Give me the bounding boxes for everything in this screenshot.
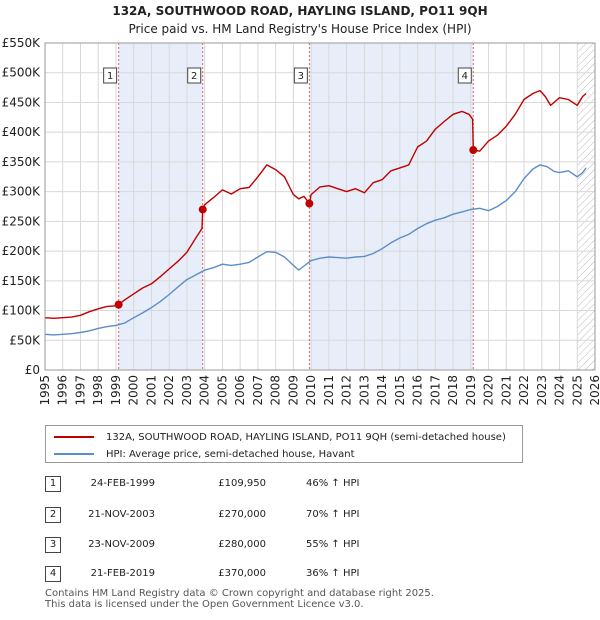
- y-tick-label: £450K: [2, 95, 42, 109]
- sale-price: £270,000: [218, 509, 266, 520]
- x-tick-label: 2025: [570, 375, 584, 406]
- x-tick-label: 2008: [269, 375, 283, 406]
- y-tick-label: £150K: [2, 274, 42, 288]
- y-tick-label: £550K: [2, 36, 42, 50]
- sale-label-box: [103, 67, 118, 84]
- legend-hpi-label: HPI: Average price, semi-detached house,…: [106, 448, 355, 460]
- forecast-hatch: [577, 43, 595, 370]
- x-tick-label: 2017: [428, 375, 442, 406]
- x-tick-label: 2005: [215, 375, 229, 406]
- y-tick-label: £250K: [2, 214, 42, 228]
- x-tick-label: 2026: [588, 375, 600, 406]
- sale-label-text: 1: [107, 71, 113, 82]
- shaded-period: [118, 43, 203, 370]
- property-price-line: [44, 89, 587, 319]
- x-tick-label: 2020: [482, 375, 496, 406]
- sale-row: 1 24-FEB-1999 £109,950 46% ↑ HPI: [0, 476, 600, 496]
- x-tick-label: 1996: [56, 375, 70, 406]
- x-tick-label: 2011: [322, 375, 336, 406]
- x-tick-label: 2004: [198, 375, 212, 406]
- x-tick-label: 2001: [144, 375, 158, 406]
- sale-label-text: 2: [191, 71, 197, 82]
- sale-number-badge: 4: [45, 566, 61, 582]
- x-tick-label: 1999: [109, 375, 123, 406]
- x-tick-label: 1995: [38, 375, 52, 406]
- plot-frame: [44, 42, 596, 371]
- sale-number-badge: 3: [45, 537, 61, 553]
- sale-price: £280,000: [218, 539, 266, 550]
- y-tick-label: £400K: [2, 125, 42, 139]
- sale-label-box: [293, 67, 308, 84]
- y-tick-label: £200K: [2, 244, 42, 258]
- sale-hpi-change: 70% ↑ HPI: [306, 509, 360, 520]
- legend-item-property: 132A, SOUTHWOOD ROAD, HAYLING ISLAND, PO…: [54, 429, 506, 445]
- y-tick-label: £500K: [2, 66, 42, 80]
- legend-item-hpi: HPI: Average price, semi-detached house,…: [54, 446, 355, 462]
- sale-row: 2 21-NOV-2003 £270,000 70% ↑ HPI: [0, 507, 600, 527]
- sale-label-text: 4: [462, 71, 468, 82]
- x-tick-label: 2016: [411, 375, 425, 406]
- price-chart: 1 2 3 4 £0 £50K £100K £150K £200K £250K £300K £350…: [2, 36, 600, 406]
- x-tick-label: 1998: [91, 375, 105, 406]
- sale-price: £109,950: [218, 478, 266, 489]
- x-tick-label: 1997: [73, 375, 87, 406]
- shaded-period: [309, 43, 474, 370]
- footer-line-copyright: Contains HM Land Registry data © Crown c…: [45, 588, 434, 599]
- sale-hpi-change: 36% ↑ HPI: [306, 568, 360, 579]
- x-tick-label: 2000: [127, 375, 141, 406]
- footer-attribution: Contains HM Land Registry data © Crown c…: [45, 588, 434, 610]
- x-tick-label: 2007: [251, 375, 265, 406]
- x-tick-label: 2015: [393, 375, 407, 406]
- x-tick-label: 2003: [180, 375, 194, 406]
- sale-label-box: [187, 67, 202, 84]
- sale-date: 23-NOV-2009: [88, 539, 155, 550]
- property-line-swatch: [54, 436, 94, 438]
- x-tick-label: 2002: [162, 375, 176, 406]
- hpi-line: [44, 164, 587, 336]
- sale-date: 24-FEB-1999: [90, 478, 155, 489]
- sale-point: [114, 300, 123, 309]
- x-tick-label: 2013: [357, 375, 371, 406]
- sale-point: [198, 205, 207, 214]
- sale-point: [469, 146, 478, 155]
- x-tick-label: 2019: [464, 375, 478, 406]
- x-tick-label: 2023: [535, 375, 549, 406]
- x-tick-label: 2009: [286, 375, 300, 406]
- sale-label-text: 3: [298, 71, 304, 82]
- sale-number-badge: 2: [45, 507, 61, 523]
- sale-row: 3 23-NOV-2009 £280,000 55% ↑ HPI: [0, 537, 600, 557]
- footer-line-licence: This data is licensed under the Open Gov…: [45, 599, 364, 610]
- y-tick-label: £300K: [2, 185, 42, 199]
- y-tick-label: £350K: [2, 155, 42, 169]
- chart-legend: 132A, SOUTHWOOD ROAD, HAYLING ISLAND, PO…: [45, 425, 523, 463]
- y-tick-label: £100K: [2, 304, 42, 318]
- sale-number-badge: 1: [45, 476, 61, 492]
- sale-price: £370,000: [218, 568, 266, 579]
- x-tick-label: 2012: [340, 375, 354, 406]
- sale-date: 21-NOV-2003: [88, 509, 155, 520]
- x-tick-label: 2024: [553, 375, 567, 406]
- sale-label-box: [457, 67, 472, 84]
- sale-date: 21-FEB-2019: [90, 568, 155, 579]
- chart-subtitle: Price paid vs. HM Land Registry's House …: [128, 22, 472, 36]
- sale-hpi-change: 46% ↑ HPI: [306, 478, 360, 489]
- y-tick-label: £0: [25, 363, 40, 377]
- hpi-line-swatch: [54, 453, 94, 455]
- y-tick-label: £50K: [9, 333, 41, 347]
- sale-row: 4 21-FEB-2019 £370,000 36% ↑ HPI: [0, 566, 600, 586]
- x-tick-label: 2014: [375, 375, 389, 406]
- x-tick-label: 2018: [446, 375, 460, 406]
- x-tick-label: 2006: [233, 375, 247, 406]
- x-tick-label: 2021: [499, 375, 513, 406]
- chart-title: 132A, SOUTHWOOD ROAD, HAYLING ISLAND, PO…: [112, 4, 488, 18]
- sale-hpi-change: 55% ↑ HPI: [306, 539, 360, 550]
- x-tick-label: 2022: [517, 375, 531, 406]
- sale-point: [305, 199, 314, 208]
- x-tick-label: 2010: [304, 375, 318, 406]
- legend-property-label: 132A, SOUTHWOOD ROAD, HAYLING ISLAND, PO…: [106, 431, 506, 443]
